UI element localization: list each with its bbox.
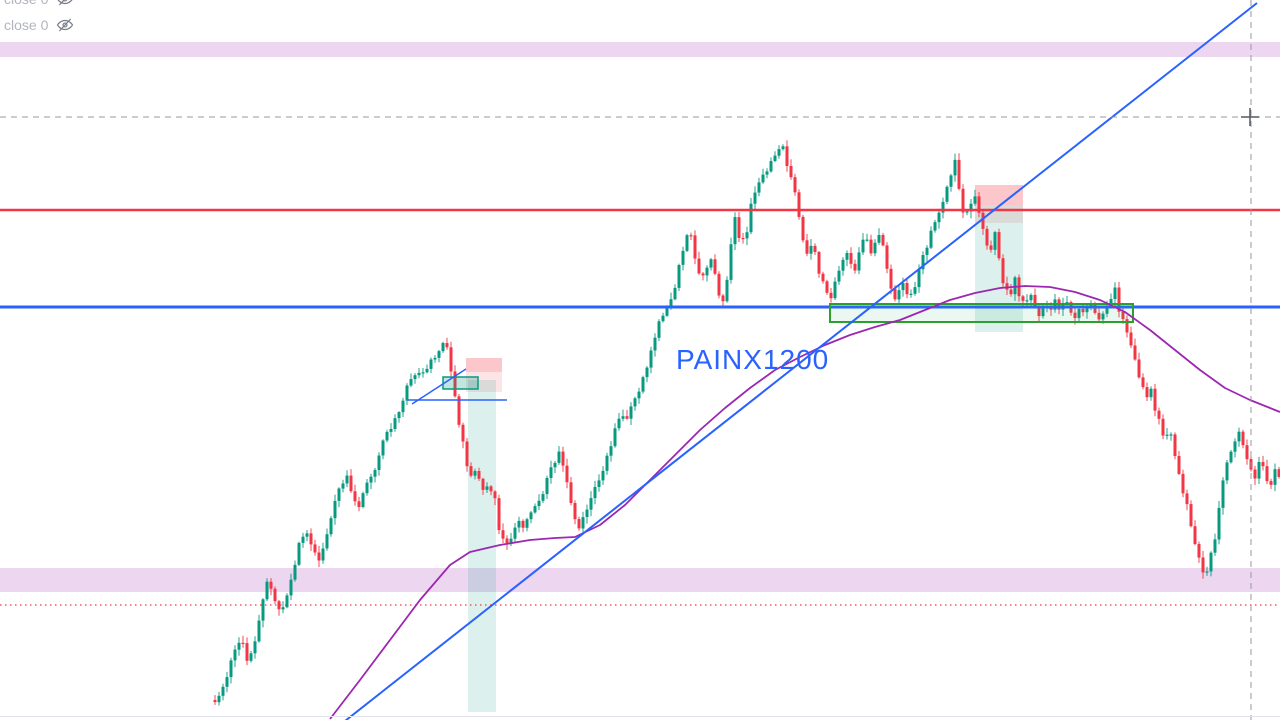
trendline-diagonal[interactable] xyxy=(411,368,467,405)
indicator-legend: close 0 close 0 xyxy=(4,0,74,38)
trendline-main[interactable] xyxy=(344,2,1258,720)
eye-off-icon[interactable] xyxy=(56,0,74,8)
moving-average-line[interactable] xyxy=(329,285,1280,720)
legend-row[interactable]: close 0 xyxy=(4,0,74,12)
small-green-box[interactable] xyxy=(442,376,479,390)
supply-zone-1-top[interactable] xyxy=(466,358,502,372)
indicator-label: close 0 xyxy=(4,0,48,7)
demand-column-1[interactable] xyxy=(468,380,496,712)
indicator-label: close 0 xyxy=(4,17,49,33)
eye-off-icon[interactable] xyxy=(56,16,74,34)
upper-purple-zone[interactable] xyxy=(0,42,1280,57)
legend-row[interactable]: close 0 xyxy=(4,12,74,38)
supply-zone-2-top[interactable] xyxy=(975,185,1023,205)
chart-text-annotation[interactable]: PAINX1200 xyxy=(676,344,830,375)
green-trade-box[interactable] xyxy=(829,303,1134,323)
lower-purple-zone[interactable] xyxy=(0,568,1280,592)
